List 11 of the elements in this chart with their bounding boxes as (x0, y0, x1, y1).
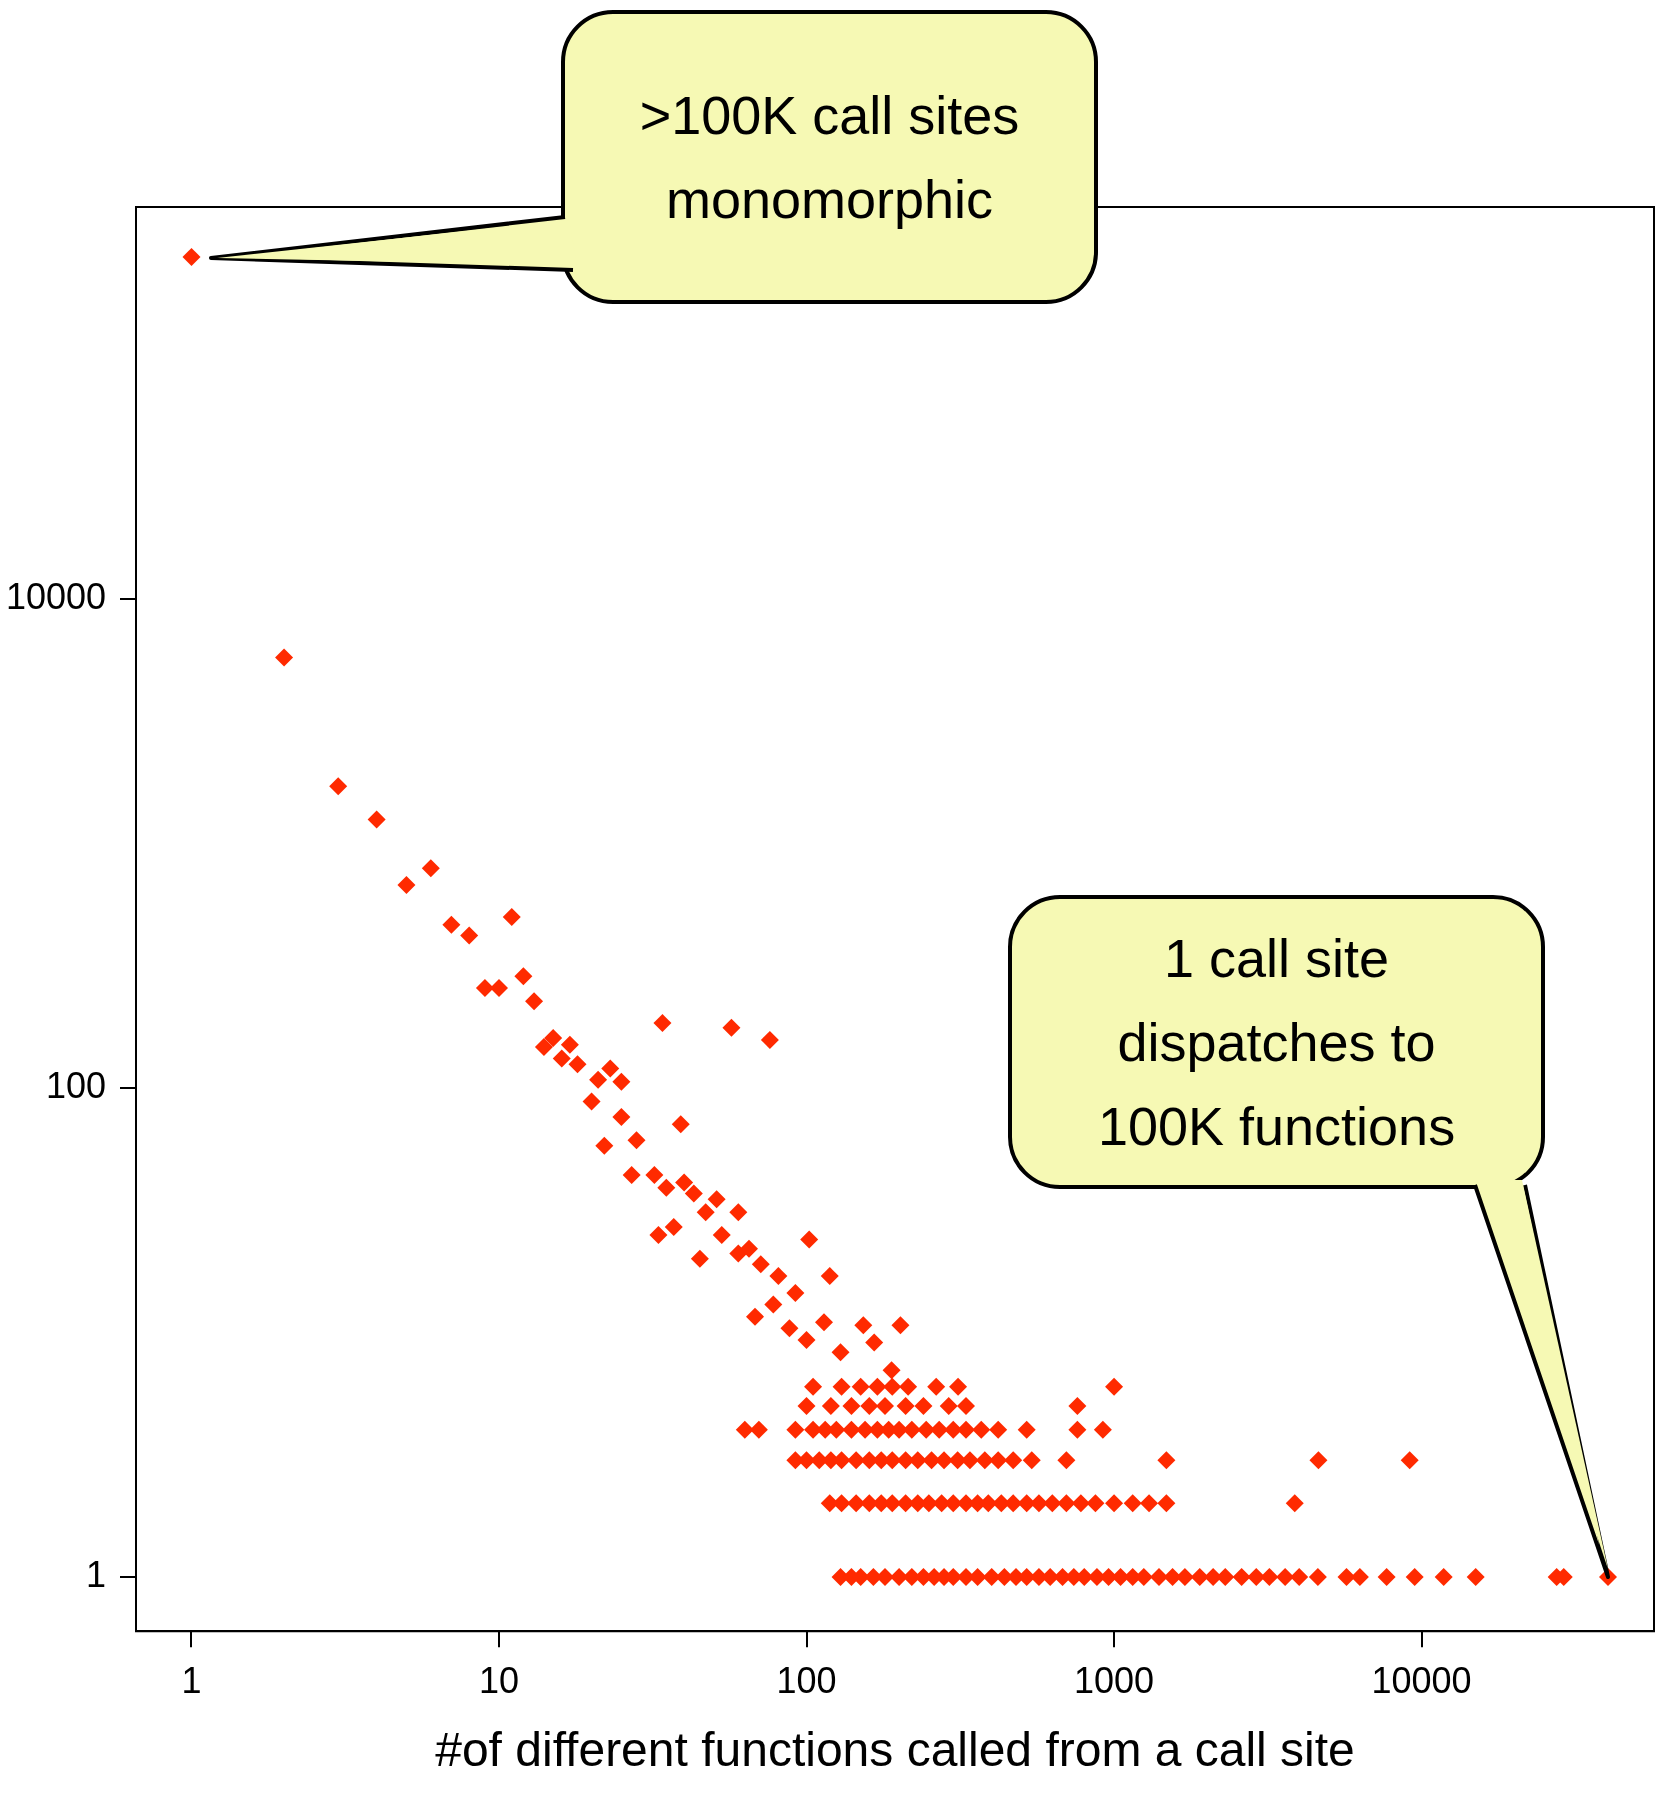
y-tick-label: 1 (85, 1553, 106, 1595)
x-axis-title: #of different functions called from a call site (435, 1723, 1355, 1777)
x-tick-label: 100 (776, 1659, 837, 1701)
annotation: 1 call site dispatches to 100K functions (1097, 926, 1456, 1158)
x-tick-label: 10 (478, 1659, 520, 1701)
x-tick-label: 10000 (1371, 1659, 1472, 1701)
x-tick-label: 1 (181, 1659, 202, 1701)
y-tick-label: 10000 (5, 575, 106, 617)
annotation: >100K call sites monomorphic (639, 84, 1020, 231)
y-tick-label: 100 (45, 1064, 106, 1106)
x-tick-label: 1000 (1073, 1659, 1155, 1701)
